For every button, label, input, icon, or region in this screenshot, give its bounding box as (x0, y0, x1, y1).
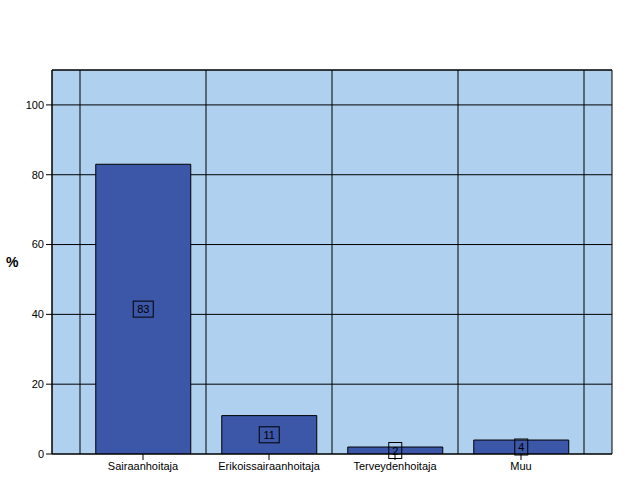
svg-text:20: 20 (32, 378, 44, 390)
svg-text:Erikoissairaanhoitaja: Erikoissairaanhoitaja (218, 460, 320, 472)
svg-text:80: 80 (32, 169, 44, 181)
svg-text:83: 83 (137, 303, 149, 315)
svg-text:11: 11 (264, 429, 275, 441)
svg-text:0: 0 (38, 448, 44, 460)
svg-text:60: 60 (32, 238, 44, 250)
svg-text:%: % (8, 254, 19, 270)
svg-text:4: 4 (518, 441, 524, 453)
svg-text:Sairaanhoitaja: Sairaanhoitaja (108, 460, 179, 472)
svg-text:2: 2 (392, 445, 398, 457)
svg-text:40: 40 (32, 308, 44, 320)
svg-text:100: 100 (26, 99, 44, 111)
svg-text:Terveydenhoitaja: Terveydenhoitaja (353, 460, 437, 472)
svg-text:Muu: Muu (510, 460, 531, 472)
